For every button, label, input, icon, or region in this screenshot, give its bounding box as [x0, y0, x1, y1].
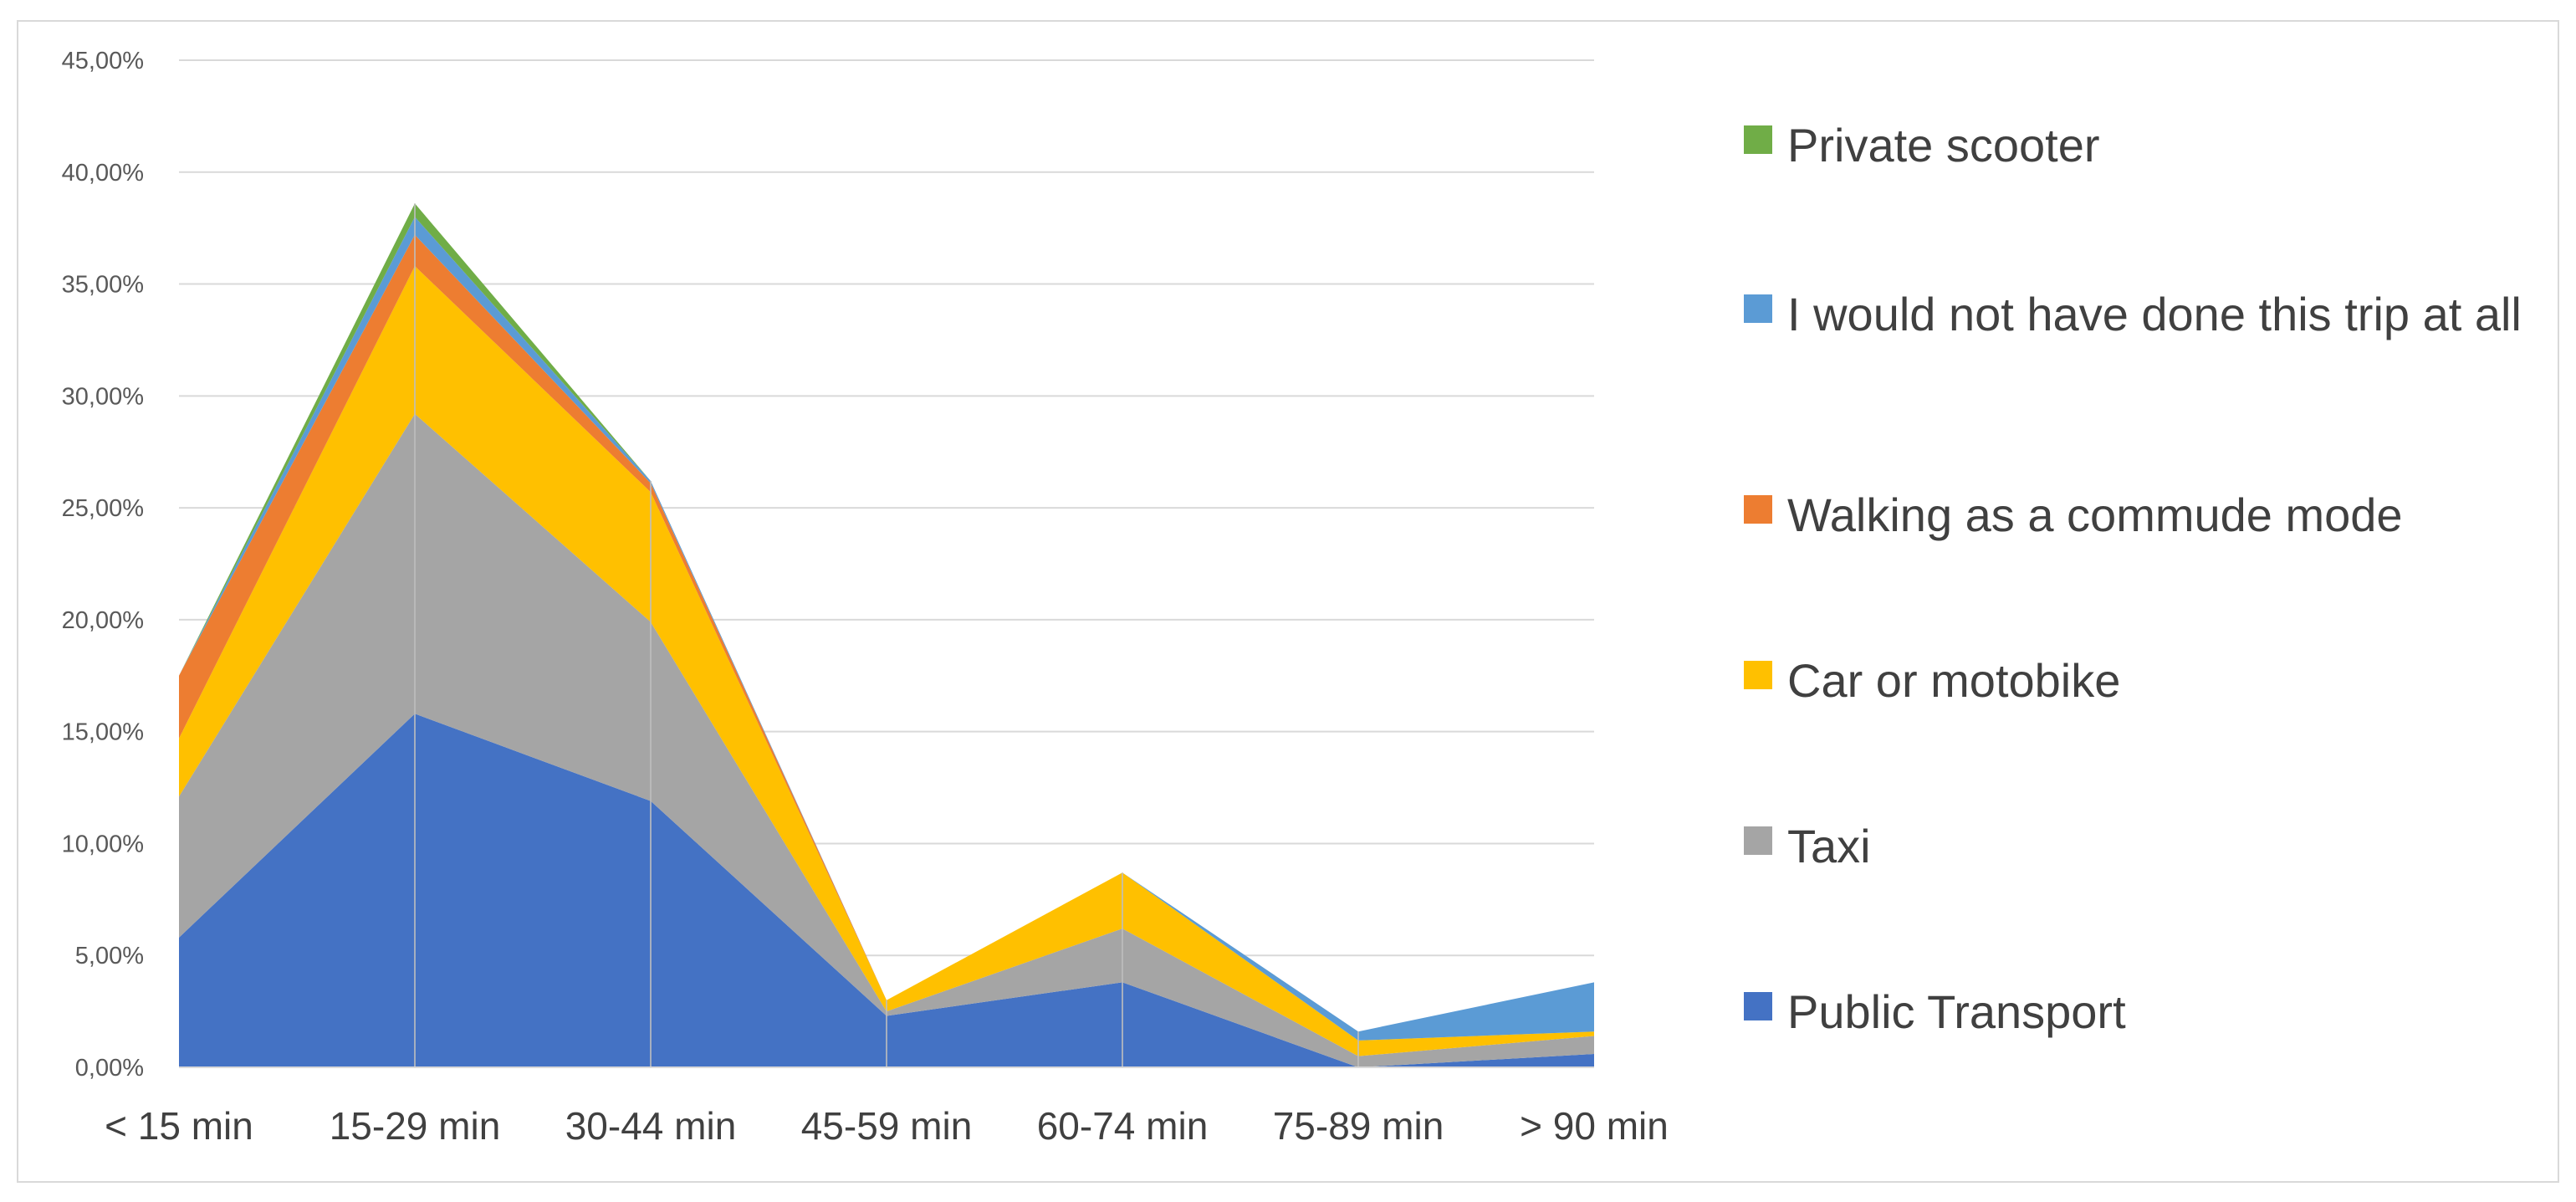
- legend-item: Private scooter: [1744, 109, 2540, 182]
- area-taxi: [179, 413, 1594, 1067]
- area-car-or-motobike: [179, 266, 1594, 1056]
- x-axis-ticks: < 15 min 15-29 min 30-44 min 45-59 min 60-74…: [105, 1104, 1669, 1148]
- area-public-transport: [179, 714, 1594, 1067]
- legend-swatch: [1744, 125, 1772, 154]
- legend-label: Walking as a commude mode: [1787, 488, 2403, 541]
- legend-label: I would not have done this trip at all: [1787, 288, 2522, 340]
- y-tick-label: 30,00%: [62, 383, 144, 410]
- legend-label: Car or motobike: [1787, 654, 2121, 707]
- y-tick-label: 0,00%: [75, 1055, 144, 1082]
- legend-swatch: [1744, 992, 1772, 1020]
- x-tick-label: > 90 min: [1520, 1104, 1669, 1148]
- x-tick-label: 75-89 min: [1273, 1104, 1444, 1148]
- y-axis-ticks: 0,00% 5,00% 10,00% 15,00% 20,00% 25,00% 30,00%…: [62, 48, 144, 1082]
- y-tick-label: 35,00%: [62, 272, 144, 299]
- y-tick-label: 40,00%: [62, 160, 144, 187]
- y-tick-label: 10,00%: [62, 831, 144, 857]
- y-tick-label: 45,00%: [62, 48, 144, 74]
- y-tick-label: 5,00%: [75, 943, 144, 969]
- area-series: [179, 203, 1594, 1067]
- x-tick-label: 30-44 min: [565, 1104, 737, 1148]
- legend-item: Taxi: [1744, 810, 2540, 883]
- legend-swatch: [1744, 294, 1772, 323]
- legend-swatch: [1744, 661, 1772, 689]
- legend-item: I would not have done this trip at all: [1744, 278, 2540, 351]
- y-tick-label: 25,00%: [62, 495, 144, 522]
- legend-item: Car or motobike: [1744, 644, 2540, 718]
- legend-label: Public Transport: [1787, 985, 2126, 1038]
- legend-label: Private scooter: [1787, 119, 2100, 171]
- legend-swatch: [1744, 495, 1772, 524]
- x-tick-label: 45-59 min: [801, 1104, 973, 1148]
- category-dividers: [179, 203, 1594, 1068]
- y-tick-label: 15,00%: [62, 719, 144, 746]
- y-tick-label: 20,00%: [62, 607, 144, 634]
- x-tick-label: < 15 min: [105, 1104, 253, 1148]
- legend-item: Public Transport: [1744, 975, 2540, 1049]
- x-tick-label: 60-74 min: [1037, 1104, 1209, 1148]
- legend-item: Walking as a commude mode: [1744, 478, 2540, 552]
- legend-swatch: [1744, 826, 1772, 855]
- legend-label: Taxi: [1787, 820, 1871, 872]
- x-tick-label: 15-29 min: [330, 1104, 501, 1148]
